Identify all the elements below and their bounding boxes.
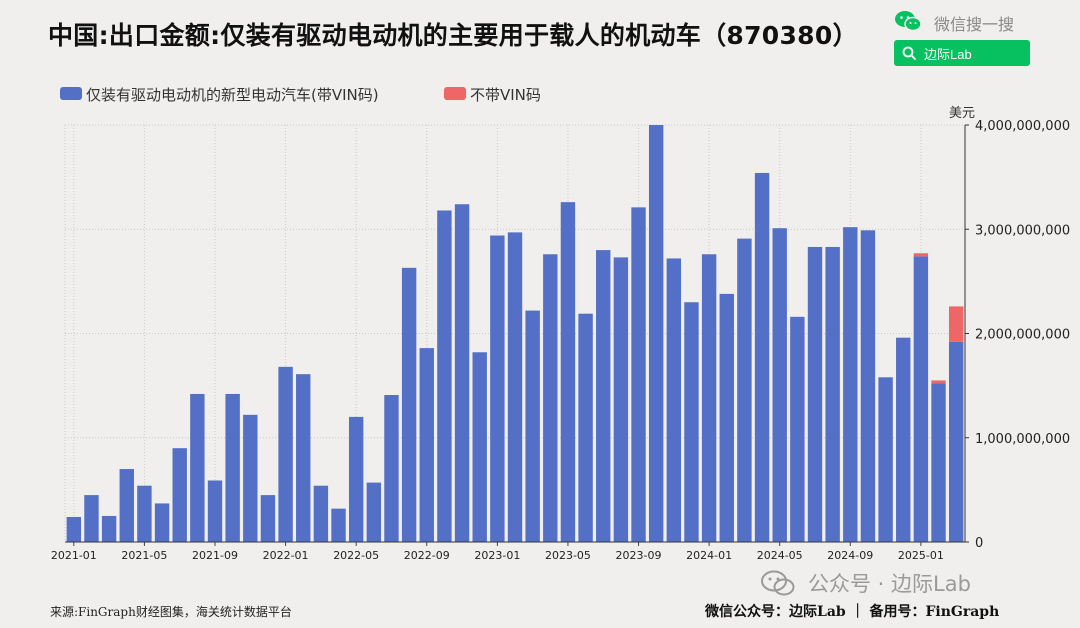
bar-with-vin[interactable] xyxy=(896,337,911,542)
account-note: 微信公众号：边际Lab ｜ 备用号：FinGraph xyxy=(705,604,1000,620)
bar-with-vin[interactable] xyxy=(101,515,117,542)
bar-with-vin[interactable] xyxy=(84,495,99,542)
legend-label-with-vin: 仅装有驱动电动机的新型电动汽车(带VIN码) xyxy=(86,86,379,104)
bar-with-vin[interactable] xyxy=(419,348,434,542)
bar-with-vin[interactable] xyxy=(648,125,664,542)
bar-with-vin[interactable] xyxy=(525,310,540,542)
bar-with-vin[interactable] xyxy=(860,230,876,543)
bar-with-vin[interactable] xyxy=(172,448,187,542)
bar-with-vin[interactable] xyxy=(66,516,82,542)
bar-with-vin[interactable] xyxy=(701,254,717,542)
wechat-search-widget[interactable]: 微信搜一搜 边际Lab xyxy=(894,10,1036,68)
x-tick-label: 2021-01 xyxy=(51,549,97,562)
y-tick-label: 3,000,000,000 xyxy=(975,223,1070,238)
bar-with-vin[interactable] xyxy=(313,485,329,542)
bar-without-vin[interactable] xyxy=(948,306,964,342)
bar-with-vin[interactable] xyxy=(454,204,470,543)
bar-with-vin[interactable] xyxy=(278,366,293,542)
bar-with-vin[interactable] xyxy=(401,267,417,542)
y-tick-label: 4,000,000,000 xyxy=(975,119,1070,134)
x-tick-label: 2022-01 xyxy=(263,549,309,562)
x-tick-label: 2024-05 xyxy=(757,549,803,562)
bar-with-vin[interactable] xyxy=(666,258,682,542)
y-tick-label: 2,000,000,000 xyxy=(975,328,1070,343)
legend-label-without-vin: 不带VIN码 xyxy=(470,86,541,104)
x-tick-label: 2022-09 xyxy=(404,549,450,562)
bar-with-vin[interactable] xyxy=(137,485,152,542)
bar-with-vin[interactable] xyxy=(578,313,593,542)
bar-with-vin[interactable] xyxy=(348,416,364,542)
bar-with-vin[interactable] xyxy=(754,172,770,542)
x-tick-label: 2024-09 xyxy=(827,549,873,562)
watermark: 公众号 · 边际Lab xyxy=(760,568,1050,598)
x-tick-label: 2021-05 xyxy=(121,549,167,562)
x-tick-label: 2022-05 xyxy=(333,549,379,562)
wechat-icon xyxy=(895,11,922,32)
bar-with-vin[interactable] xyxy=(560,202,576,542)
bar-with-vin[interactable] xyxy=(119,469,134,542)
watermark-text: 公众号 · 边际Lab xyxy=(808,572,971,596)
x-tick-label: 2023-01 xyxy=(474,549,520,562)
search-box-label: 边际Lab xyxy=(924,47,972,62)
y-tick-label: 1,000,000,000 xyxy=(975,432,1070,447)
bar-with-vin[interactable] xyxy=(772,228,787,542)
bar-with-vin[interactable] xyxy=(472,352,487,542)
bar-with-vin[interactable] xyxy=(366,482,382,542)
bar-with-vin[interactable] xyxy=(948,341,964,542)
bar-with-vin[interactable] xyxy=(807,246,823,542)
wechat-search-text: 微信搜一搜 xyxy=(934,15,1015,34)
bar-with-vin[interactable] xyxy=(490,235,505,542)
bar-with-vin[interactable] xyxy=(190,393,205,542)
legend-swatch-with-vin xyxy=(60,87,82,100)
x-tick-label: 2023-05 xyxy=(545,549,591,562)
bar-with-vin[interactable] xyxy=(437,210,452,543)
x-tick-label: 2024-01 xyxy=(686,549,732,562)
bar-without-vin[interactable] xyxy=(931,380,946,384)
y-tick-label: 0 xyxy=(975,536,983,551)
bar-without-vin[interactable] xyxy=(913,253,929,257)
bar-with-vin[interactable] xyxy=(331,508,346,542)
bar-with-vin[interactable] xyxy=(154,503,170,542)
legend-swatch-without-vin xyxy=(444,87,466,100)
y-axis-unit-label: 美元 xyxy=(949,106,975,121)
bar-with-vin[interactable] xyxy=(825,246,840,542)
bar-with-vin[interactable] xyxy=(631,207,646,543)
source-note: 来源:FinGraph财经图集，海关统计数据平台 xyxy=(50,605,292,619)
wechat-watermark-icon xyxy=(761,570,795,596)
bar-with-vin[interactable] xyxy=(260,495,276,542)
x-tick-label: 2025-01 xyxy=(898,549,944,562)
bar-with-vin[interactable] xyxy=(207,480,223,542)
bar-with-vin[interactable] xyxy=(790,316,805,542)
bar-with-vin[interactable] xyxy=(878,377,893,542)
bar-with-vin[interactable] xyxy=(931,383,946,542)
bar-with-vin[interactable] xyxy=(243,414,258,542)
bar-with-vin[interactable] xyxy=(843,227,858,543)
bar-with-vin[interactable] xyxy=(384,395,399,542)
bar-with-vin[interactable] xyxy=(719,293,734,542)
chart-title: 中国:出口金额:仅装有驱动电动机的主要用于载人的机动车（870380） xyxy=(48,21,858,50)
bar-with-vin[interactable] xyxy=(296,374,311,542)
bar-with-vin[interactable] xyxy=(737,238,752,542)
bar-with-vin[interactable] xyxy=(684,302,699,542)
bar-with-vin[interactable] xyxy=(613,257,629,542)
search-box[interactable]: 边际Lab xyxy=(894,40,1030,66)
bar-with-vin[interactable] xyxy=(225,393,240,542)
search-icon xyxy=(902,46,916,60)
bar-with-vin[interactable] xyxy=(596,250,611,542)
bar-with-vin[interactable] xyxy=(913,256,929,542)
bar-with-vin[interactable] xyxy=(507,232,523,542)
x-tick-label: 2021-09 xyxy=(192,549,238,562)
bar-with-vin[interactable] xyxy=(543,254,558,542)
x-tick-label: 2023-09 xyxy=(616,549,662,562)
